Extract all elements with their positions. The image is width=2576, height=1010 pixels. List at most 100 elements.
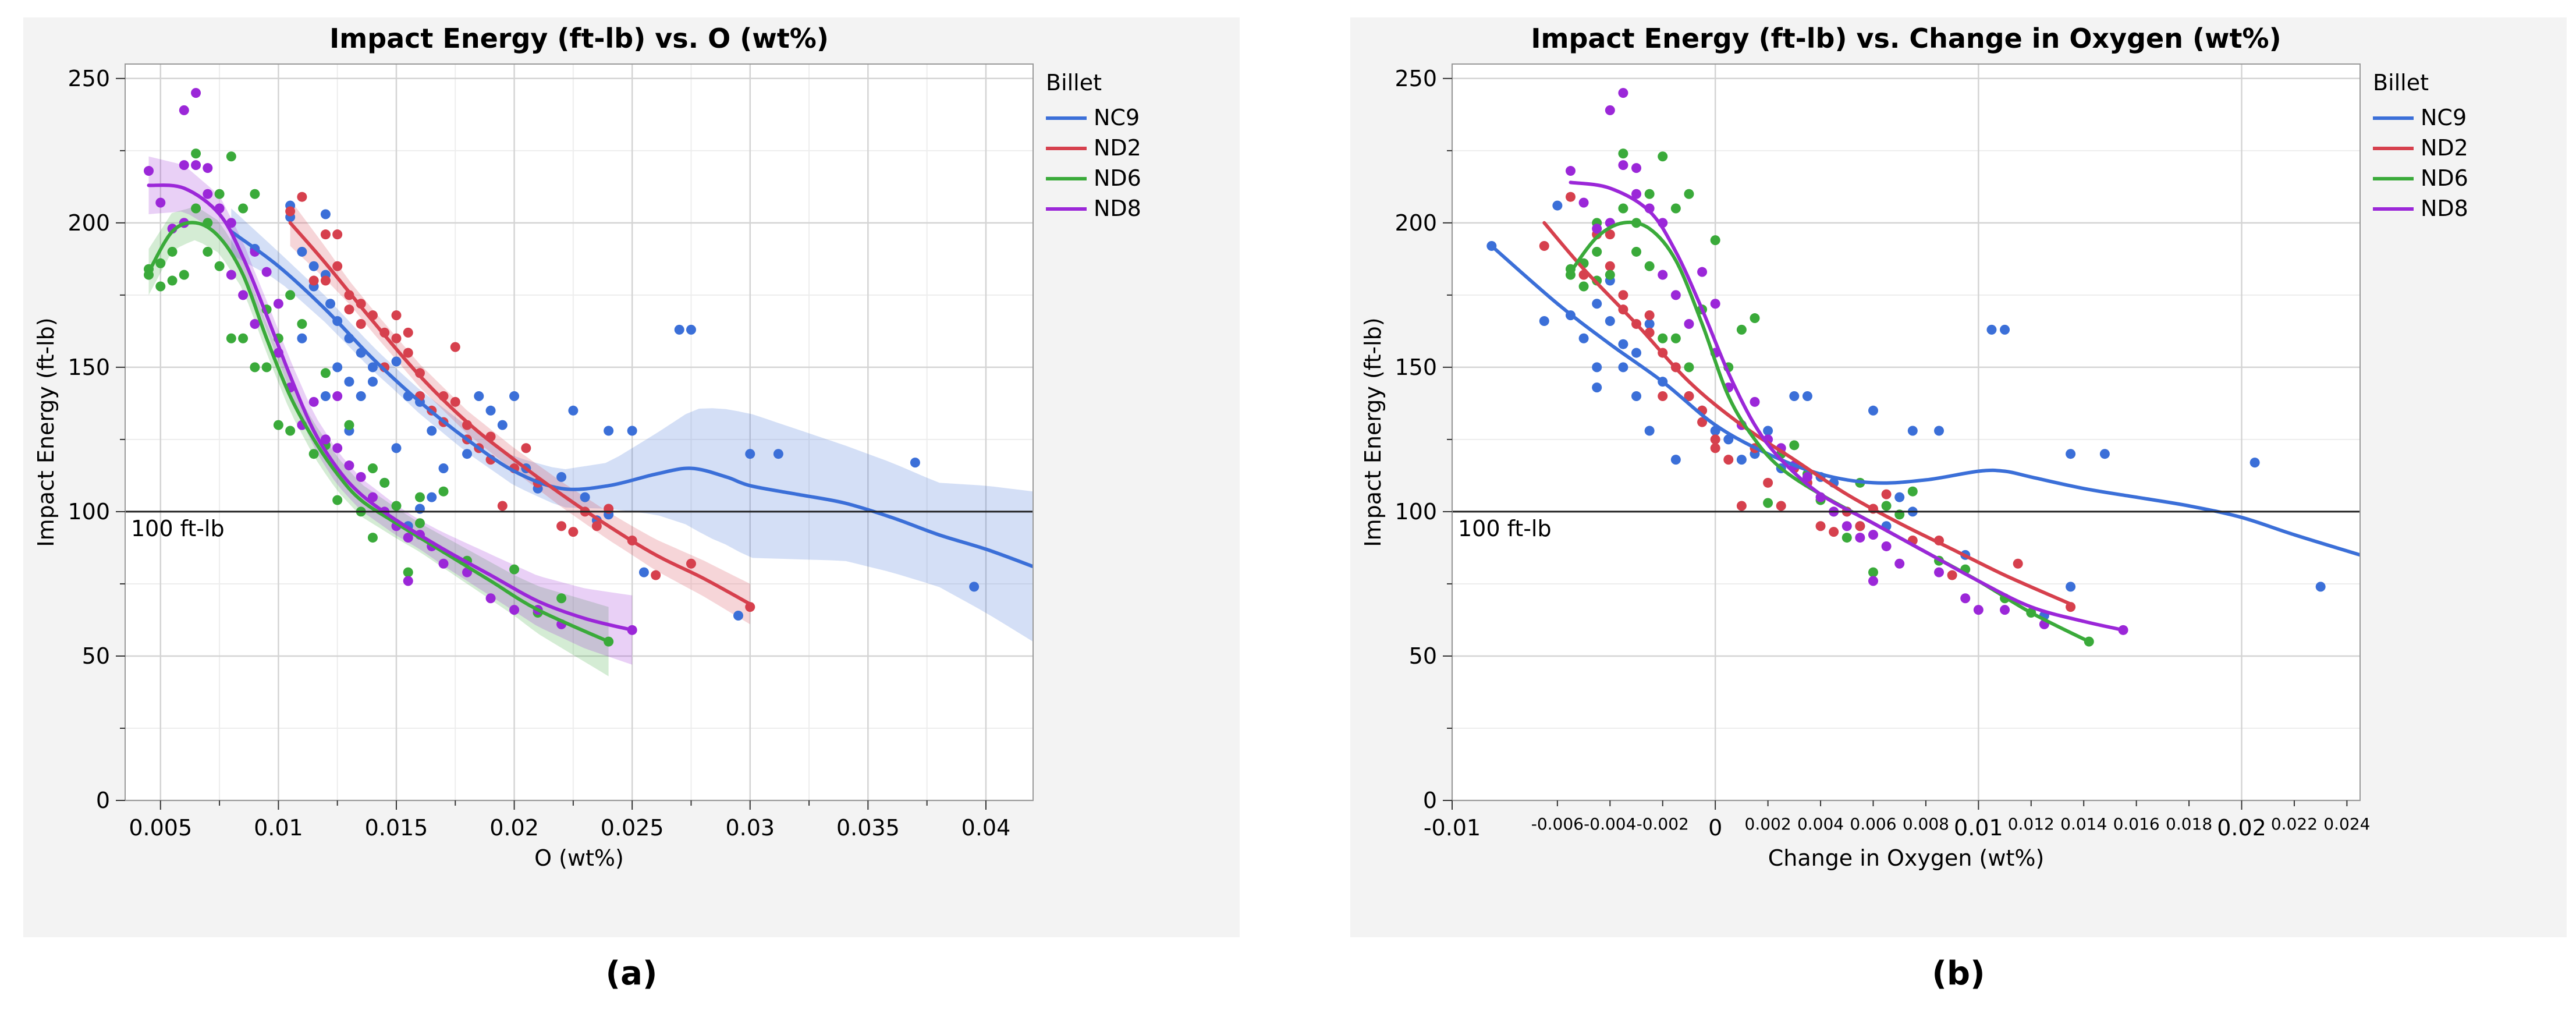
data-point-ND6	[214, 189, 225, 199]
y-tick-label: 100	[1395, 499, 1437, 525]
data-point-ND8	[1881, 541, 1892, 551]
data-point-NC9	[638, 567, 649, 577]
data-point-ND2	[297, 192, 307, 202]
x-tick-label: 0.015	[365, 815, 428, 841]
data-point-NC9	[485, 405, 496, 416]
data-point-NC9	[1605, 316, 1615, 327]
data-point-ND8	[179, 105, 189, 115]
data-point-ND8	[238, 290, 249, 300]
data-point-ND8	[403, 576, 413, 586]
data-point-NC9	[627, 426, 637, 436]
data-point-ND2	[450, 342, 460, 352]
data-point-NC9	[1592, 382, 1602, 393]
data-point-ND8	[1960, 593, 1971, 604]
data-point-ND8	[332, 443, 343, 453]
data-point-NC9	[1907, 426, 1918, 436]
data-point-NC9	[391, 443, 402, 453]
data-point-ND6	[1710, 235, 1720, 246]
data-point-ND6	[1684, 362, 1694, 373]
data-point-ND2	[1539, 241, 1549, 251]
data-point-ND8	[1618, 160, 1628, 171]
data-point-ND8	[250, 318, 260, 329]
data-point-ND6	[367, 463, 378, 474]
legend-label-ND2: ND2	[2421, 135, 2468, 161]
data-point-ND8	[367, 492, 378, 502]
data-point-ND2	[497, 501, 508, 511]
data-point-ND6	[1592, 246, 1602, 257]
data-point-ND6	[285, 290, 296, 300]
chart-title: Impact Energy (ft-lb) vs. Change in Oxyg…	[1531, 23, 2281, 54]
fit-curve-ND8	[147, 183, 634, 632]
y-tick-label: 150	[1395, 355, 1437, 380]
data-point-ND2	[356, 318, 366, 329]
data-point-NC9	[604, 426, 614, 436]
data-point-ND2	[1829, 527, 1839, 537]
data-point-ND2	[1658, 391, 1668, 401]
data-point-ND8	[155, 197, 166, 208]
data-point-ND6	[1736, 324, 1747, 335]
data-point-NC9	[1631, 348, 1642, 358]
data-point-ND8	[1894, 558, 1905, 569]
data-point-ND8	[1855, 533, 1865, 543]
data-point-NC9	[1736, 455, 1747, 465]
data-point-ND6	[1684, 189, 1694, 199]
y-tick-label: 0	[96, 788, 110, 813]
data-point-NC9	[427, 492, 437, 502]
data-point-ND2	[1565, 192, 1576, 202]
data-point-ND6	[191, 148, 201, 159]
data-point-ND6	[273, 420, 283, 430]
data-point-ND2	[556, 521, 567, 531]
legend-label-ND6: ND6	[1094, 165, 1141, 191]
data-point-NC9	[674, 324, 684, 335]
fit-curve-ND2	[288, 221, 752, 606]
data-point-ND6	[238, 203, 249, 214]
y-tick-label: 50	[82, 643, 110, 669]
data-point-ND6	[1658, 333, 1668, 343]
data-point-ND6	[403, 567, 413, 577]
data-point-NC9	[1618, 362, 1628, 373]
fit-curve-NC9	[1489, 244, 2360, 557]
x-tick-label: 0.025	[601, 815, 664, 841]
data-point-NC9	[1934, 426, 1945, 436]
data-point-ND8	[191, 88, 201, 98]
data-point-NC9	[1592, 299, 1602, 309]
x-tick-label: -0.004	[1584, 814, 1636, 834]
x-tick-label: -0.01	[1424, 815, 1481, 841]
x-tick-label: 0.01	[1954, 815, 2003, 841]
data-point-ND8	[179, 160, 189, 171]
data-point-ND6	[191, 203, 201, 214]
x-tick-label: 0.04	[961, 815, 1011, 841]
data-point-ND8	[261, 267, 272, 277]
data-point-ND6	[250, 362, 260, 373]
data-point-ND8	[438, 558, 449, 569]
y-tick-label: 250	[68, 66, 110, 91]
data-point-ND2	[686, 558, 696, 569]
data-point-NC9	[556, 472, 567, 482]
plot-area	[125, 64, 1033, 800]
reference-line-label: 100 ft-lb	[1458, 516, 1552, 541]
chart-b: Impact Energy (ft-lb) vs. Change in Oxyg…	[1360, 23, 2468, 871]
data-point-ND8	[1565, 166, 1576, 176]
x-axis-title: Change in Oxygen (wt%)	[1768, 845, 2045, 871]
data-point-ND2	[1710, 434, 1720, 445]
data-point-ND8	[2000, 605, 2010, 615]
data-point-NC9	[308, 261, 319, 271]
data-point-ND8	[1750, 396, 1760, 407]
data-point-NC9	[1986, 324, 1997, 335]
y-axis-title: Impact Energy (ft-lb)	[33, 317, 59, 547]
data-point-ND6	[379, 477, 390, 488]
data-point-NC9	[2249, 458, 2260, 468]
data-point-ND8	[203, 189, 213, 199]
data-point-NC9	[1592, 362, 1602, 373]
data-point-NC9	[325, 299, 336, 309]
data-point-ND2	[1815, 521, 1826, 531]
x-tick-label: 0.035	[836, 815, 900, 841]
data-point-ND6	[155, 258, 166, 268]
data-point-NC9	[2099, 449, 2110, 459]
legend-label-NC9: NC9	[2421, 105, 2467, 130]
data-point-ND6	[250, 189, 260, 199]
y-tick-label: 150	[68, 355, 110, 380]
legend-title: Billet	[2373, 70, 2429, 95]
data-point-NC9	[1631, 391, 1642, 401]
legend-label-ND8: ND8	[1094, 196, 1141, 221]
